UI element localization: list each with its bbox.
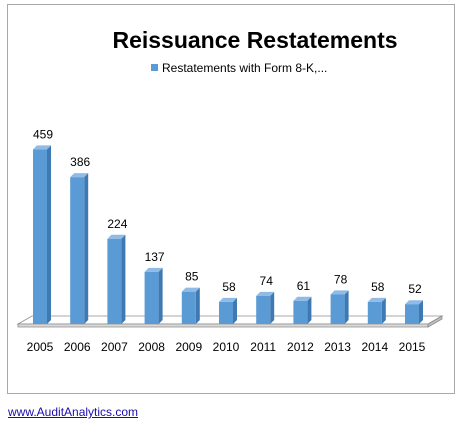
bar-top-2013	[330, 290, 349, 295]
bar-front-2008	[144, 271, 159, 324]
data-label-2009: 85	[185, 270, 199, 284]
data-labels-group: 459 386 224 137 85 58 74 61 78 58 52	[33, 127, 422, 296]
x-tick-2012: 2012	[287, 340, 314, 354]
bar-2009	[181, 287, 200, 324]
x-tick-2011: 2011	[250, 340, 276, 354]
bars-group	[33, 145, 423, 324]
bar-top-2007	[107, 234, 126, 239]
bar-side-2010	[233, 297, 237, 324]
bar-front-2014	[367, 301, 382, 324]
bar-top-2009	[181, 287, 200, 292]
bar-2006	[70, 173, 89, 324]
data-label-2013: 78	[334, 272, 348, 286]
chart-title: Reissuance Restatements	[112, 27, 397, 53]
legend-swatch	[151, 64, 158, 71]
bar-side-2015	[419, 300, 423, 324]
x-tick-2015: 2015	[399, 340, 426, 354]
data-label-2006: 386	[70, 155, 90, 169]
bar-side-2012	[307, 296, 312, 324]
x-tick-2007: 2007	[101, 340, 128, 354]
bar-front-2009	[181, 291, 196, 324]
bar-side-2013	[344, 290, 349, 324]
data-label-2007: 224	[107, 217, 127, 231]
bar-side-2014	[381, 297, 386, 324]
bar-2010	[219, 297, 237, 324]
bar-2008	[144, 267, 163, 324]
bar-side-2011	[270, 291, 275, 324]
bar-2014	[367, 297, 386, 324]
bar-2007	[107, 234, 126, 324]
bar-top-2011	[256, 291, 275, 296]
bar-front-2006	[70, 177, 85, 324]
data-label-2005: 459	[33, 127, 53, 141]
source-link[interactable]: www.AuditAnalytics.com	[8, 405, 139, 419]
floor-side	[427, 315, 443, 328]
x-tick-2005: 2005	[27, 340, 54, 354]
bar-top-2010	[219, 297, 237, 302]
legend-label: Restatements with Form 8-K,...	[162, 61, 327, 75]
bar-front-2011	[256, 295, 271, 324]
bar-top-2014	[367, 297, 386, 302]
x-tick-2014: 2014	[361, 340, 388, 354]
data-label-2008: 137	[145, 250, 165, 264]
bar-top-2005	[33, 145, 51, 150]
data-label-2014: 58	[371, 280, 385, 294]
bar-front-2010	[219, 301, 233, 324]
chart-frame: Reissuance Restatements Restatements wit…	[7, 4, 455, 394]
x-tick-2010: 2010	[213, 340, 240, 354]
floor-front	[17, 323, 429, 328]
bar-front-2007	[107, 238, 122, 324]
bar-2015	[405, 300, 423, 324]
data-label-2015: 52	[408, 282, 422, 296]
bar-front-2012	[293, 300, 308, 324]
data-label-2012: 61	[297, 279, 311, 293]
bar-side-2007	[121, 234, 126, 324]
bar-side-2006	[84, 173, 89, 324]
legend: Restatements with Form 8-K,...	[151, 61, 327, 75]
bar-side-2009	[195, 287, 200, 324]
bar-top-2015	[405, 300, 423, 305]
data-label-2010: 58	[222, 280, 236, 294]
data-label-2011: 74	[260, 274, 274, 288]
bar-front-2015	[405, 304, 419, 324]
bar-2011	[256, 291, 275, 324]
bar-front-2013	[330, 294, 345, 324]
bar-side-2005	[47, 145, 51, 324]
bar-top-2012	[293, 296, 312, 301]
x-tick-2013: 2013	[324, 340, 351, 354]
bar-2012	[293, 296, 312, 324]
x-tick-2009: 2009	[175, 340, 202, 354]
chart-svg: Reissuance Restatements Restatements wit…	[16, 27, 444, 354]
x-tick-2008: 2008	[138, 340, 165, 354]
bar-front-2005	[33, 149, 47, 324]
bar-top-2008	[144, 267, 163, 272]
bar-side-2008	[158, 267, 163, 324]
x-tick-2006: 2006	[64, 340, 91, 354]
bar-top-2006	[70, 173, 89, 178]
bar-2005	[33, 145, 51, 324]
bar-2013	[330, 290, 349, 324]
x-axis-tick-labels: 2005 2006 2007 2008 2009 2010 2011 2012 2013 2014…	[27, 340, 426, 354]
